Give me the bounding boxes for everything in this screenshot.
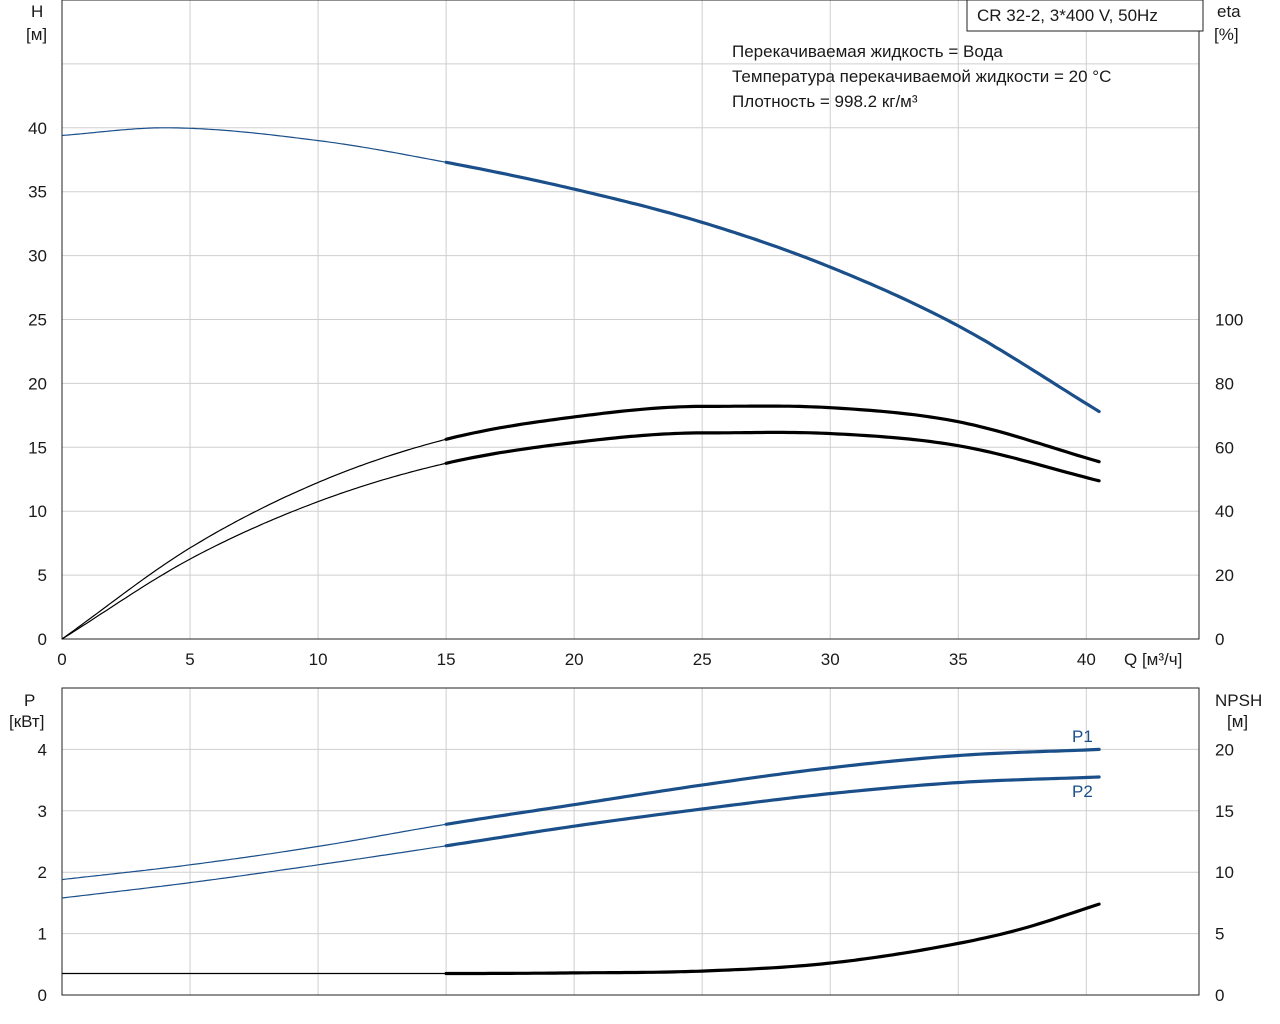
bottom-y2-tick-label: 15 bbox=[1215, 802, 1234, 821]
npsh-axis-unit: [м] bbox=[1227, 712, 1248, 731]
bottom-series-0-operating-line bbox=[444, 747, 1101, 826]
top-y-tick-label: 40 bbox=[28, 119, 47, 138]
top-y2-tick-label: 60 bbox=[1215, 438, 1234, 457]
top-x-tick-label: 10 bbox=[309, 650, 328, 669]
top-y2-tick-label: 80 bbox=[1215, 374, 1234, 393]
top-x-tick-label: 40 bbox=[1077, 650, 1096, 669]
bottom-series-0-extended-line bbox=[61, 823, 447, 881]
eta-axis-label: eta bbox=[1217, 2, 1241, 21]
top-series-2-extended-line bbox=[61, 462, 447, 640]
legend-p2: P2 bbox=[1072, 782, 1093, 801]
chart-title: CR 32-2, 3*400 V, 50Hz bbox=[977, 6, 1158, 25]
top-plot-frame bbox=[61, 0, 1200, 640]
top-y-tick-label: 30 bbox=[28, 247, 47, 266]
annotation-fluid: Перекачиваемая жидкость = Вода bbox=[732, 42, 1003, 61]
eta-axis-unit: [%] bbox=[1214, 25, 1239, 44]
top-x-tick-label: 35 bbox=[949, 650, 968, 669]
tick-labels: 0 5 10 15 20 25 30 35 40051015202530354002040608… bbox=[28, 119, 1243, 1005]
bottom-series-1-operating-line bbox=[444, 775, 1101, 848]
top-x-tick-label: 15 bbox=[437, 650, 456, 669]
top-x-tick-label: 5 bbox=[185, 650, 194, 669]
top-y-tick-label: 15 bbox=[28, 438, 47, 457]
bottom-plot-grid bbox=[62, 688, 1199, 995]
bottom-y-tick-label: 1 bbox=[38, 925, 47, 944]
top-y-tick-label: 35 bbox=[28, 183, 47, 202]
npsh-axis-label: NPSH bbox=[1215, 691, 1262, 710]
top-y2-tick-label: 100 bbox=[1215, 311, 1243, 330]
legend-p1: P1 bbox=[1072, 727, 1093, 746]
h-axis-unit: [м] bbox=[26, 25, 47, 44]
top-plot-grid bbox=[62, 0, 1199, 639]
annotation-temperature: Температура перекачиваемой жидкости = 20… bbox=[732, 67, 1111, 86]
top-y2-tick-label: 40 bbox=[1215, 502, 1234, 521]
top-y-tick-label: 5 bbox=[38, 566, 47, 585]
bottom-y2-tick-label: 0 bbox=[1215, 986, 1224, 1005]
top-series-2-operating-line bbox=[444, 430, 1101, 483]
h-axis-label: H bbox=[31, 2, 43, 21]
top-series-0-extended-line bbox=[61, 127, 447, 163]
bottom-y-tick-label: 0 bbox=[38, 986, 47, 1005]
top-y-tick-label: 10 bbox=[28, 502, 47, 521]
curves bbox=[61, 127, 1101, 976]
top-series-0-operating-line bbox=[444, 160, 1101, 414]
bottom-y-tick-label: 4 bbox=[38, 740, 47, 759]
annotation-density: Плотность = 998.2 кг/м³ bbox=[732, 92, 918, 111]
top-y-tick-label: 25 bbox=[28, 311, 47, 330]
bottom-y2-tick-label: 10 bbox=[1215, 863, 1234, 882]
top-y-tick-label: 0 bbox=[38, 630, 47, 649]
bottom-series-2-operating-line bbox=[444, 902, 1101, 976]
bottom-y2-tick-label: 5 bbox=[1215, 925, 1224, 944]
bottom-series-1-extended-line bbox=[61, 845, 447, 899]
q-axis-label: Q [м³/ч] bbox=[1124, 650, 1182, 669]
top-series-1-extended-line bbox=[61, 438, 447, 640]
top-series-1-operating-line bbox=[444, 404, 1101, 464]
top-y-tick-label: 20 bbox=[28, 374, 47, 393]
p-axis-label: P bbox=[24, 691, 35, 710]
p-axis-unit: [кВт] bbox=[9, 712, 44, 731]
top-x-tick-label: 0 bbox=[57, 650, 66, 669]
top-y2-tick-label: 0 bbox=[1215, 630, 1224, 649]
bottom-y-tick-label: 2 bbox=[38, 863, 47, 882]
bottom-y-tick-label: 3 bbox=[38, 802, 47, 821]
top-y2-tick-label: 20 bbox=[1215, 566, 1234, 585]
top-x-tick-label: 25 bbox=[693, 650, 712, 669]
title-box bbox=[966, 0, 1204, 32]
top-x-tick-label: 20 bbox=[565, 650, 584, 669]
top-x-tick-label: 30 bbox=[821, 650, 840, 669]
bottom-y2-tick-label: 20 bbox=[1215, 740, 1234, 759]
bottom-plot-frame bbox=[61, 687, 1200, 996]
